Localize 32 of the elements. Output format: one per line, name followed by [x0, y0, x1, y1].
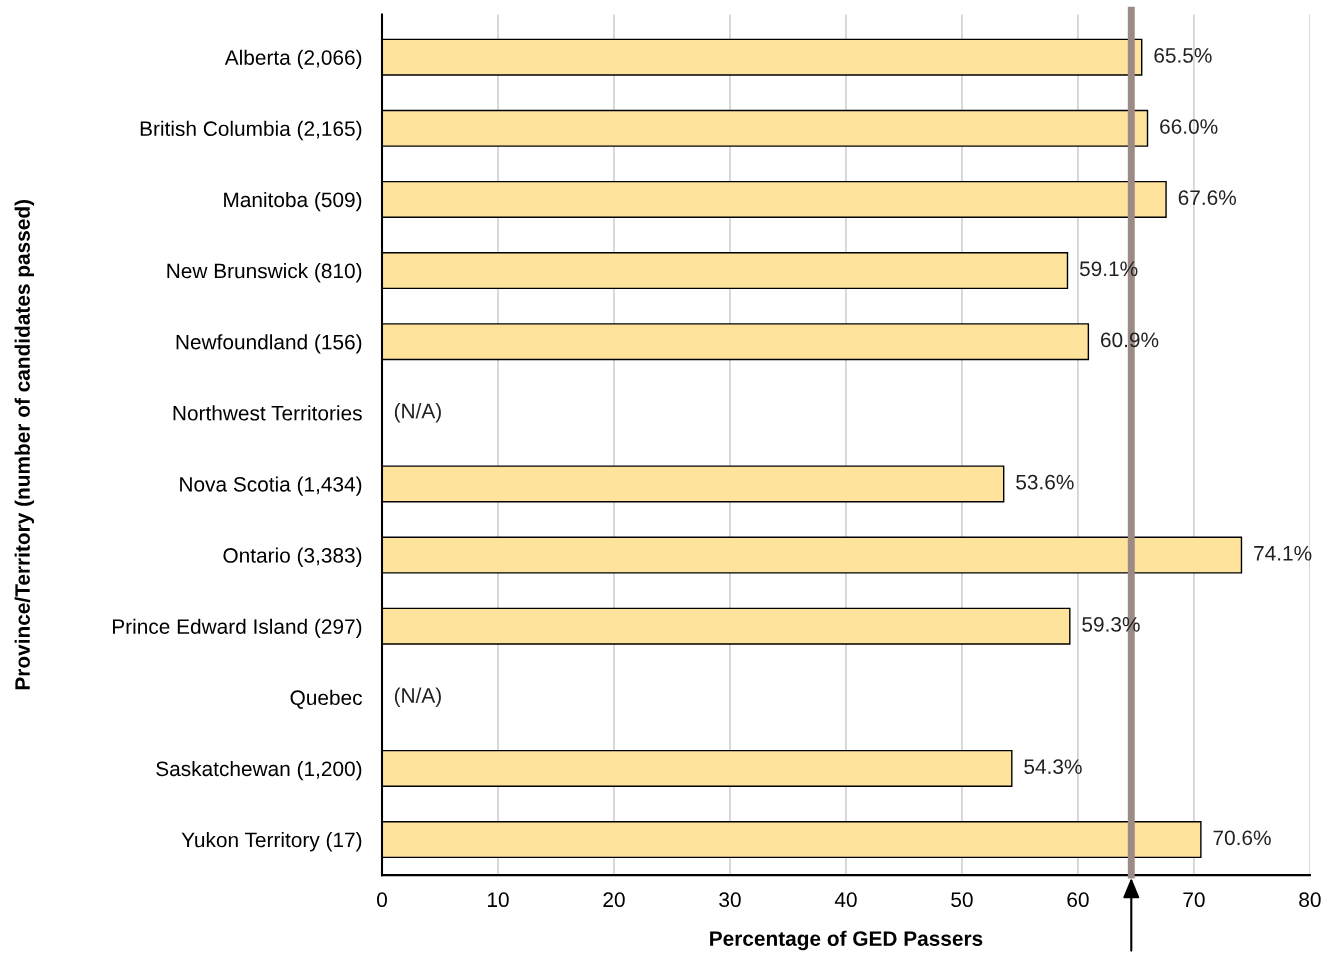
x-tick-label: 80 — [1299, 892, 1321, 908]
x-tick-label: 10 — [487, 892, 509, 908]
x-tick-label: 60 — [1067, 892, 1089, 908]
data-label: 70.6% — [1213, 830, 1271, 846]
y-tick-label: Nova Scotia (1,434) — [180, 476, 362, 496]
y-tick-label: Alberta (2,066) — [224, 49, 362, 70]
data-label: 54.3% — [1024, 759, 1082, 775]
y-tick-label: New Brunswick (810) — [167, 263, 362, 283]
y-axis-title: Province/Territory (number of candidates passed) — [14, 200, 35, 690]
data-label: 66.0% — [1160, 119, 1218, 134]
x-tick-label: 70 — [1183, 892, 1205, 908]
y-tick-label: Yukon Territory (17) — [181, 832, 362, 852]
y-tick-label: Newfoundland (156) — [176, 334, 362, 354]
data-label: 65.5% — [1154, 48, 1212, 63]
x-tick-label: 20 — [603, 892, 625, 908]
y-tick-label: Ontario (3,383) — [223, 547, 362, 567]
x-axis-title: Percentage of GED Passers — [710, 930, 983, 951]
x-tick-label: 40 — [834, 892, 857, 908]
text: (N/A) — [394, 687, 441, 708]
x-tick-label: 30 — [719, 892, 741, 908]
data-label: 74.1% — [1254, 546, 1312, 561]
data-label: 67.6% — [1178, 190, 1237, 206]
x-tick-label: 0 — [377, 892, 387, 908]
x-tick-label: 50 — [951, 892, 973, 908]
text: (N/A) — [394, 403, 441, 423]
data-label: 53.6% — [1016, 474, 1074, 490]
y-tick-label: Quebec — [290, 689, 363, 709]
y-tick-label: Northwest Territories — [173, 405, 362, 421]
y-tick-label: Manitoba (509) — [224, 191, 362, 212]
y-tick-label: Prince Edward Island (297) — [113, 618, 362, 639]
y-tick-label: Saskatchewan (1,200) — [156, 760, 362, 781]
y-tick-label: British Columbia (2,165) — [140, 120, 362, 141]
